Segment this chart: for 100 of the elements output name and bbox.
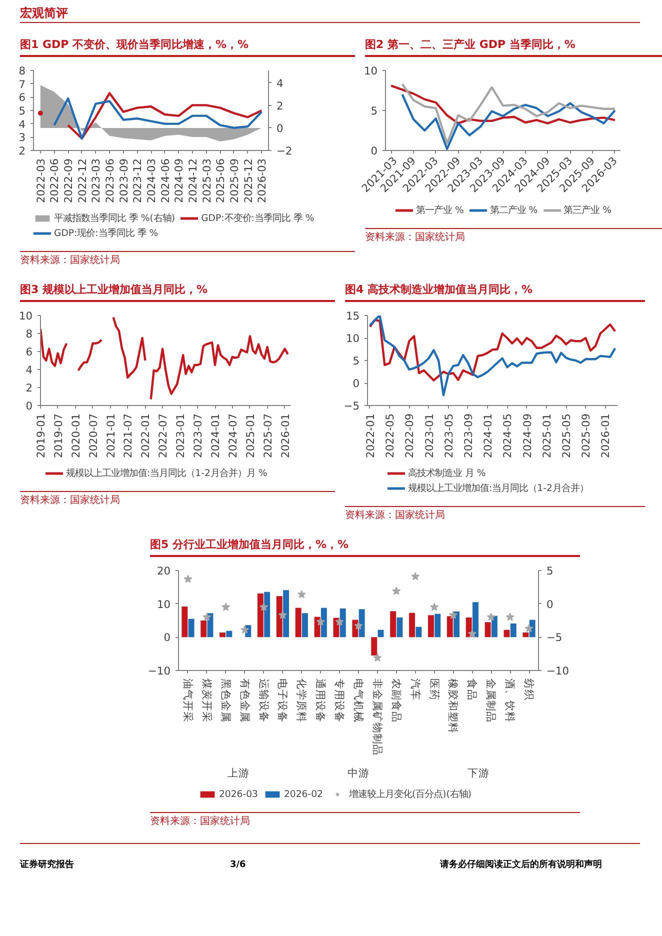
y2-tick-label: 4 — [276, 76, 284, 90]
bar — [320, 608, 327, 637]
point — [278, 610, 288, 619]
text: 证券研究报告 — [20, 859, 74, 872]
bar — [446, 616, 453, 637]
x-tick-label: 医药 — [428, 678, 441, 700]
x-tick-label: 2023-09 — [117, 158, 130, 203]
text: 宏观简评 — [20, 5, 68, 22]
bar — [358, 608, 365, 637]
y2-tick-label: 2 — [276, 99, 284, 112]
x-tick-label: 2025-12 — [242, 158, 255, 203]
x-tick-label: 2024-01 — [482, 413, 495, 458]
legend-label: GDP:现价:当季同比 季 % — [54, 226, 158, 240]
bar — [226, 630, 232, 637]
y-tick-label: 0 — [370, 144, 378, 158]
text: 请务必仔细阅读正文后的所有说明和声明 — [440, 859, 602, 872]
bar — [510, 623, 516, 637]
y-tick-label: 3 — [18, 131, 26, 144]
bar — [491, 616, 498, 637]
legend-label: 平减指数当季同比 季 %(右轴) — [54, 212, 176, 225]
x-tick-label: 非金属矿物制品 — [370, 678, 384, 756]
bar — [396, 617, 403, 637]
point — [411, 572, 420, 580]
bar — [472, 602, 478, 637]
bar — [522, 632, 529, 637]
bar — [200, 620, 207, 637]
legend-label: 第二产业 % — [490, 204, 538, 217]
bar — [454, 611, 460, 637]
y-tick-label: 4 — [26, 363, 33, 376]
x-tick-label: 通用设备 — [314, 678, 328, 722]
x-tick-label: 运输设备 — [257, 678, 270, 722]
point — [506, 612, 514, 621]
y-tick-label: 10 — [364, 64, 378, 78]
text: 中游 — [348, 766, 370, 780]
chart-title: 图1 GDP 不变价、现价当季同比增速，%，% — [20, 37, 249, 53]
x-tick-label: 2026-01 — [278, 413, 292, 458]
chart-title: 图5 分行业工业增加值当月同比，%，% — [150, 537, 349, 553]
y-tick-label: 6 — [18, 91, 26, 104]
x-tick-label: 2024-09 — [520, 413, 534, 458]
bar — [220, 632, 226, 637]
x-tick-label: 2024-12 — [186, 158, 200, 203]
point — [486, 612, 496, 621]
bar — [434, 614, 441, 637]
point — [448, 610, 458, 619]
y-tick-label: 5 — [352, 354, 360, 368]
x-tick-label: 2024-06 — [158, 158, 172, 203]
x-tick-label: 2023-01 — [422, 413, 436, 458]
x-tick-label: 2023-03 — [90, 158, 103, 203]
y-tick-label: 10 — [156, 598, 171, 611]
point — [524, 624, 534, 632]
chart-title: 图4 高技术制造业增加值当月同比，% — [345, 282, 533, 298]
x-tick-label: 2022-07 — [156, 413, 170, 458]
text: 资料来源：国家统计局 — [20, 254, 120, 268]
x-tick-label: 2024-01 — [209, 413, 222, 458]
legend-label: GDP:不变价:当季同比 季 % — [201, 212, 314, 225]
line-series — [401, 93, 616, 150]
text: 资料来源：国家统计局 — [20, 494, 120, 508]
x-tick-label: 化学原料 — [295, 678, 308, 722]
bar — [264, 592, 270, 637]
x-tick-label: 2026-01 — [599, 413, 612, 458]
legend-label: 高技术制造业 月 % — [408, 466, 486, 480]
x-tick-label: 有色金属 — [238, 678, 252, 722]
y-tick-label: 2 — [18, 144, 26, 158]
point — [430, 602, 439, 611]
y2-tick-label: 0 — [546, 598, 554, 611]
bar — [484, 622, 491, 637]
x-tick-label: 2020-01 — [69, 413, 82, 458]
bar — [428, 614, 434, 637]
legend-label: 增速较上月变化(百分点)(右轴) — [348, 788, 472, 801]
bar — [371, 636, 378, 656]
x-tick-label: 2023-09 — [462, 413, 475, 458]
bar — [340, 608, 346, 637]
x-tick-label: 2019-01 — [34, 413, 48, 458]
x-tick-label: 2025-09 — [228, 158, 241, 203]
line-series — [53, 97, 263, 140]
text: 下游 — [468, 766, 490, 780]
x-tick-label: 2022-06 — [48, 158, 62, 203]
x-tick-label: 纺织 — [522, 678, 536, 700]
legend-label: 2026-03 — [219, 788, 258, 800]
x-tick-label: 2024-09 — [172, 158, 186, 203]
x-tick-label: 2025-07 — [261, 413, 274, 458]
x-tick-label: 2023-05 — [442, 413, 456, 458]
x-tick-label: 2022-01 — [364, 413, 377, 458]
y-tick-label: 0 — [352, 376, 360, 390]
bar — [182, 606, 188, 637]
point — [222, 602, 230, 611]
x-tick-label: 电气机械 — [352, 678, 365, 722]
x-tick-label: 2022-09 — [62, 158, 76, 203]
bar — [188, 618, 194, 637]
legend-label: 规模以上工业增加值:当月同比（1-2月合并） — [408, 482, 588, 495]
point — [259, 602, 268, 611]
bar — [276, 596, 282, 637]
x-tick-label: 2022-05 — [384, 413, 397, 458]
x-tick-label: 2025-01 — [540, 413, 554, 458]
y-tick-label: 7 — [18, 78, 26, 91]
bar — [302, 612, 308, 637]
point — [316, 617, 325, 626]
x-tick-label: 酒、饮料 — [504, 678, 517, 722]
bar — [409, 612, 416, 637]
x-tick-label: 黑色金属 — [219, 678, 232, 722]
